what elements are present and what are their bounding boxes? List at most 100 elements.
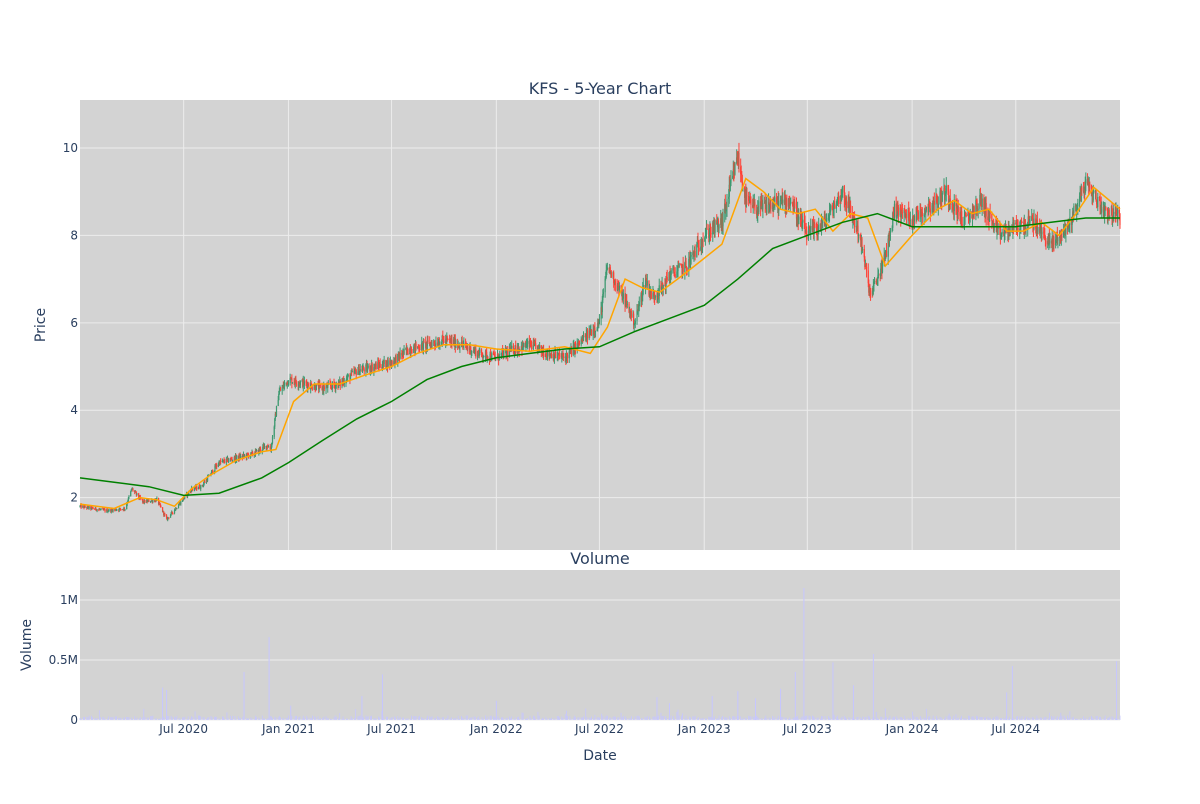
candle-body [128,496,130,498]
candle-body [407,353,409,355]
candle-body [443,340,445,343]
candle-body [917,212,919,219]
candle-body [150,501,152,503]
candle-body [217,464,220,467]
candle-body [1070,217,1073,225]
candle-body [367,365,369,368]
candle-body [458,345,460,347]
candle-body [928,205,930,207]
candle-body [888,231,890,247]
price-tick-label: 2 [70,491,78,505]
candle-body [912,216,914,225]
candle-body [90,507,92,509]
candle-body [677,266,679,272]
candle-body [1004,231,1006,233]
candle-body [243,454,245,457]
candle-body [916,209,918,212]
candle-body [921,211,923,216]
candle-body [580,339,582,345]
candle-body [685,260,687,267]
candle-body [789,202,791,206]
candle-body [330,383,332,386]
candle-body [594,327,596,332]
candle-body [262,446,264,450]
candle-body [135,491,137,493]
candle-body [275,406,278,416]
candle-body [160,506,162,508]
candle-body [132,488,134,491]
candle-body [347,375,349,379]
candle-body [411,352,413,354]
candle-body [947,185,949,192]
candle-body [367,367,369,371]
candle-body [358,366,360,375]
candle-body [680,263,682,266]
candle-body [127,497,130,502]
candle-body [810,225,812,234]
candle-body [325,386,327,390]
candle-body [979,194,981,209]
volume-tick-label: 0 [70,713,78,727]
candle-body [500,352,503,355]
candle-body [1020,219,1023,222]
candle-body [391,361,393,365]
candle-body [689,256,692,263]
candle-body [896,216,898,218]
candle-body [654,295,656,299]
candle-body [1013,222,1015,226]
candle-body [780,199,782,201]
candle-body [1003,232,1005,236]
series-line-ma_short [79,177,1121,510]
candle-body [908,214,910,221]
candle-body [401,352,403,356]
candle-body [557,354,559,357]
candle-body [761,200,763,202]
candle-body [470,351,472,354]
candle-body [965,214,967,216]
candle-body [822,222,824,224]
candle-body [562,355,565,358]
candle-body [594,331,597,332]
candle-body [686,267,688,271]
price-gridlines [80,100,1120,550]
candle-body [172,512,174,514]
candle-body [351,371,353,373]
candle-body [347,375,349,376]
candle-body [835,203,837,209]
candle-body [748,196,750,201]
candle-body [126,504,128,510]
candle-body [298,384,300,386]
candle-body [1085,179,1087,184]
candle-body [805,231,807,234]
date-tick-label: Jan 2024 [885,722,939,736]
candle-body [758,201,760,212]
candle-body [568,351,570,359]
candle-body [273,426,275,437]
candle-body [1033,218,1035,229]
candle-body [948,201,950,204]
candle-body [417,346,419,349]
candle-body [255,450,257,452]
candle-body [278,394,280,401]
candle-body [271,443,273,446]
candle-body [666,276,668,278]
candle-body [738,153,740,167]
candle-body [859,234,861,239]
candle-body [945,185,947,194]
price-axis-title: Price [33,308,49,342]
candle-body [1036,219,1039,232]
candle-body [806,233,808,240]
candle-body [596,328,598,332]
candle-body [929,206,931,209]
candle-body [486,351,488,359]
candle-body [422,341,425,350]
candle-body [442,335,444,339]
candle-body [566,353,568,355]
candle-body [315,389,317,391]
candle-body [840,195,843,202]
candle-body [1057,237,1059,242]
candle-body [976,200,978,209]
candle-body [665,276,667,289]
candle-body [961,224,963,226]
candle-body [398,352,400,356]
